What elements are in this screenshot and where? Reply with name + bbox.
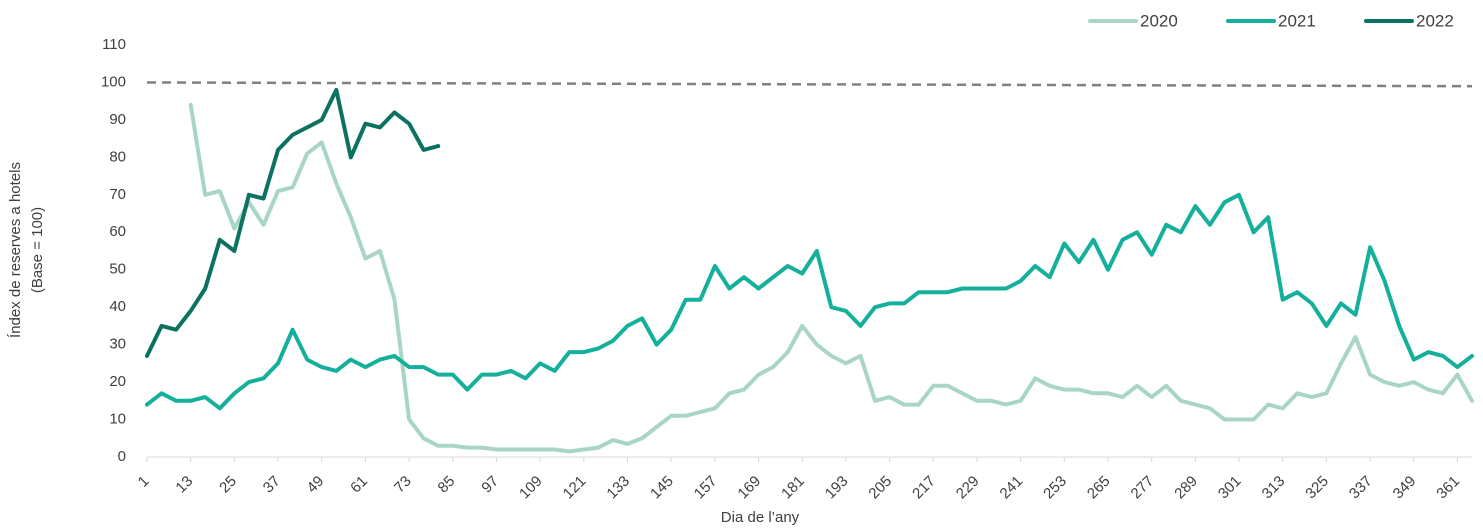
y-axis-label: (Base = 100)	[29, 207, 46, 293]
x-tick-label: 73	[391, 473, 415, 497]
y-tick-label: 100	[101, 73, 126, 90]
y-tick-label: 60	[109, 223, 126, 240]
series-line	[188, 102, 1474, 454]
x-tick-label: 253	[1040, 473, 1070, 503]
reference-line	[146, 81, 1473, 88]
y-tick-label: 110	[102, 36, 126, 53]
x-tick-label: 133	[603, 473, 633, 503]
x-tick-label: 325	[1302, 473, 1332, 503]
y-tick-label: 50	[109, 261, 126, 278]
x-tick-label: 25	[216, 473, 240, 497]
x-tick-label: 37	[260, 473, 284, 497]
x-tick-label: 193	[822, 473, 852, 503]
legend-label: 2021	[1278, 11, 1316, 30]
x-tick-label: 13	[172, 473, 196, 497]
series-line	[145, 87, 441, 358]
y-tick-label: 80	[109, 148, 126, 165]
x-tick-label: 313	[1259, 473, 1289, 503]
x-axis-label: Dia de l’any	[721, 509, 800, 526]
x-tick-label: 1	[135, 473, 153, 491]
x-tick-label: 157	[691, 473, 721, 503]
legend-label: 2020	[1140, 11, 1178, 30]
y-tick-label: 90	[109, 111, 126, 128]
legend-label: 2022	[1416, 11, 1454, 30]
y-tick-label: 20	[109, 373, 126, 390]
x-tick-label: 121	[560, 473, 590, 503]
y-axis-label: Índex de reserves a hotels	[7, 162, 24, 338]
x-tick-label: 349	[1390, 473, 1420, 503]
y-tick-label: 70	[109, 186, 126, 203]
y-tick-label: 10	[109, 411, 126, 428]
x-tick-label: 109	[516, 473, 546, 503]
x-tick-label: 265	[1084, 473, 1114, 503]
x-tick-label: 217	[909, 473, 939, 503]
x-tick-label: 337	[1346, 473, 1376, 503]
x-tick-label: 301	[1215, 473, 1245, 503]
x-tick-label: 361	[1433, 473, 1463, 503]
x-tick-label: 169	[734, 473, 764, 503]
x-tick-label: 277	[1128, 473, 1158, 503]
x-tick-label: 97	[478, 473, 502, 497]
x-tick-label: 61	[347, 473, 371, 497]
x-tick-label: 289	[1171, 473, 1201, 503]
x-tick-label: 85	[435, 473, 459, 497]
x-tick-label: 145	[647, 473, 677, 503]
x-tick-label: 49	[304, 473, 328, 497]
x-tick-label: 181	[778, 473, 808, 503]
x-tick-label: 205	[865, 473, 895, 503]
x-tick-label: 229	[953, 473, 983, 503]
y-tick-label: 0	[118, 448, 126, 465]
x-tick-label: 241	[997, 473, 1027, 503]
y-tick-label: 30	[109, 336, 126, 353]
series-line	[145, 192, 1474, 411]
y-tick-label: 40	[109, 298, 126, 315]
